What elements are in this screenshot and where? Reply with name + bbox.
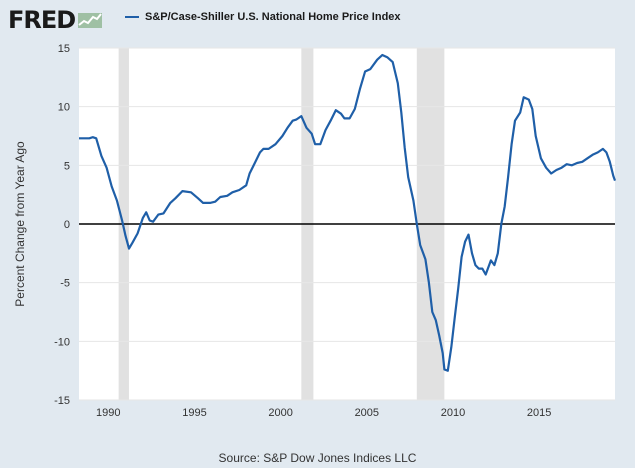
legend: S&P/Case-Shiller U.S. National Home Pric… — [125, 11, 401, 23]
x-tick-label: 2015 — [527, 407, 551, 419]
y-tick-label: 15 — [58, 43, 70, 55]
x-tick-label: 2010 — [441, 407, 465, 419]
y-tick-label: 5 — [64, 160, 70, 172]
x-tick-label: 1995 — [182, 407, 206, 419]
logo-text: FRED — [8, 6, 76, 34]
trend-line-icon — [78, 13, 103, 28]
y-tick-label: 10 — [58, 102, 70, 114]
fred-logo[interactable]: FRED — [8, 6, 103, 34]
gridlines — [79, 47, 615, 401]
chart-header: FRED S&P/Case-Shiller U.S. National Home… — [0, 0, 635, 40]
y-tick-label: -5 — [60, 278, 70, 290]
series-line — [79, 53, 617, 372]
x-tick-label: 2000 — [268, 407, 292, 419]
legend-label: S&P/Case-Shiller U.S. National Home Pric… — [145, 11, 401, 23]
y-axis-label: Percent Change from Year Ago — [13, 141, 27, 307]
x-tick-labels: 1990 1995 2000 2005 2010 2015 — [96, 407, 551, 419]
source-note: Source: S&P Dow Jones Indices LLC — [218, 451, 417, 465]
y-tick-label: 0 — [64, 219, 70, 231]
legend-swatch — [125, 16, 139, 18]
y-tick-label: -10 — [54, 336, 70, 348]
x-tick-label: 1990 — [96, 407, 120, 419]
y-tick-label: -15 — [54, 395, 70, 407]
y-tick-labels: 15 10 5 0 -5 -10 -15 — [54, 43, 70, 407]
x-tick-label: 2005 — [355, 407, 379, 419]
